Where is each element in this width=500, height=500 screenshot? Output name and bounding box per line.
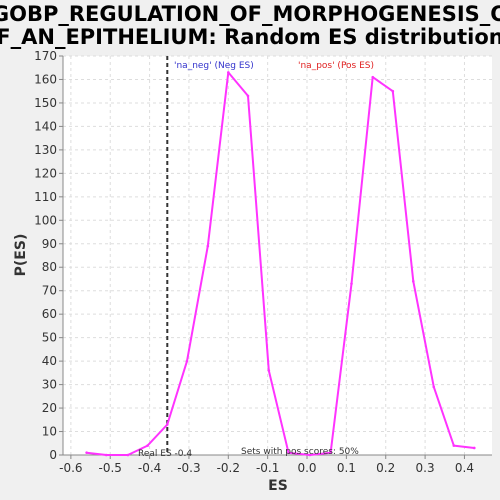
y-tick-label: 140 <box>34 119 57 133</box>
es-data-point <box>287 451 290 454</box>
y-tick-label: 170 <box>34 49 57 63</box>
legend-pos-label: 'na_pos' (Pos ES) <box>298 61 374 71</box>
x-tick-label: -0.1 <box>256 461 279 475</box>
legend-neg-label: 'na_neg' (Neg ES) <box>174 61 254 71</box>
grid <box>63 55 492 456</box>
x-tick-label: -0.5 <box>99 461 122 475</box>
chart-title-line-1: GOBP_REGULATION_OF_MORPHOGENESIS_O <box>0 2 500 26</box>
es-data-point <box>246 94 250 98</box>
es-data-point <box>411 280 415 283</box>
plot-area <box>63 56 492 455</box>
y-axis-label: P(ES) <box>13 234 29 277</box>
es-data-point <box>452 444 456 447</box>
pos-scores-annotation: Sets with pos scores: 50% <box>241 447 359 457</box>
y-tick-label: 30 <box>42 378 57 392</box>
es-data-point <box>146 444 149 447</box>
es-data-point <box>185 359 189 363</box>
y-tick-label: 0 <box>49 448 57 462</box>
es-data-point <box>432 385 436 389</box>
es-data-point <box>308 453 312 457</box>
y-tick-label: 50 <box>42 331 57 345</box>
es-data-point <box>371 75 375 79</box>
real-es-label: Real ES -0.4 <box>138 449 192 459</box>
x-tick-label: 0.3 <box>416 461 435 475</box>
y-tick-label: 110 <box>34 190 57 204</box>
series-layer <box>85 71 476 457</box>
ticks: 0 10 20 30 40 50 60 70 80 90 100 110 120 130 140 150 160… <box>34 49 474 475</box>
x-tick-label: 0.4 <box>455 461 474 475</box>
es-data-point <box>391 89 395 93</box>
es-data-point <box>104 453 108 457</box>
es-data-point <box>472 446 476 450</box>
y-tick-label: 20 <box>42 401 57 415</box>
x-tick-label: 0.0 <box>297 461 316 475</box>
es-data-point <box>350 282 353 285</box>
es-data-point <box>165 423 169 426</box>
y-tick-label: 40 <box>42 354 57 368</box>
y-tick-label: 80 <box>42 260 57 274</box>
y-tick-label: 120 <box>34 166 57 180</box>
es-data-point <box>329 451 332 454</box>
es-data-point <box>206 244 210 248</box>
y-tick-label: 100 <box>34 213 57 227</box>
chart-title-line-2: F_AN_EPITHELIUM: Random ES distribution <box>0 25 500 49</box>
es-data-point <box>126 453 130 457</box>
y-tick-label: 130 <box>34 143 57 157</box>
x-tick-label: -0.4 <box>138 461 161 475</box>
y-tick-label: 160 <box>34 72 57 86</box>
y-tick-label: 10 <box>42 425 57 439</box>
axes <box>62 56 492 456</box>
es-data-point <box>227 71 230 74</box>
y-tick-label: 90 <box>42 237 57 251</box>
x-tick-label: -0.2 <box>217 461 240 475</box>
x-tick-label: -0.3 <box>177 461 200 475</box>
es-data-point <box>85 451 88 454</box>
es-data-point <box>267 369 271 372</box>
y-tick-label: 150 <box>34 96 57 110</box>
x-tick-label: -0.6 <box>59 461 82 475</box>
y-tick-label: 70 <box>42 284 57 298</box>
x-tick-label: 0.2 <box>376 461 395 475</box>
es-distribution-line <box>86 71 475 456</box>
x-axis-label: ES <box>268 478 288 494</box>
x-tick-label: 0.1 <box>337 461 356 475</box>
y-tick-label: 60 <box>42 307 57 321</box>
